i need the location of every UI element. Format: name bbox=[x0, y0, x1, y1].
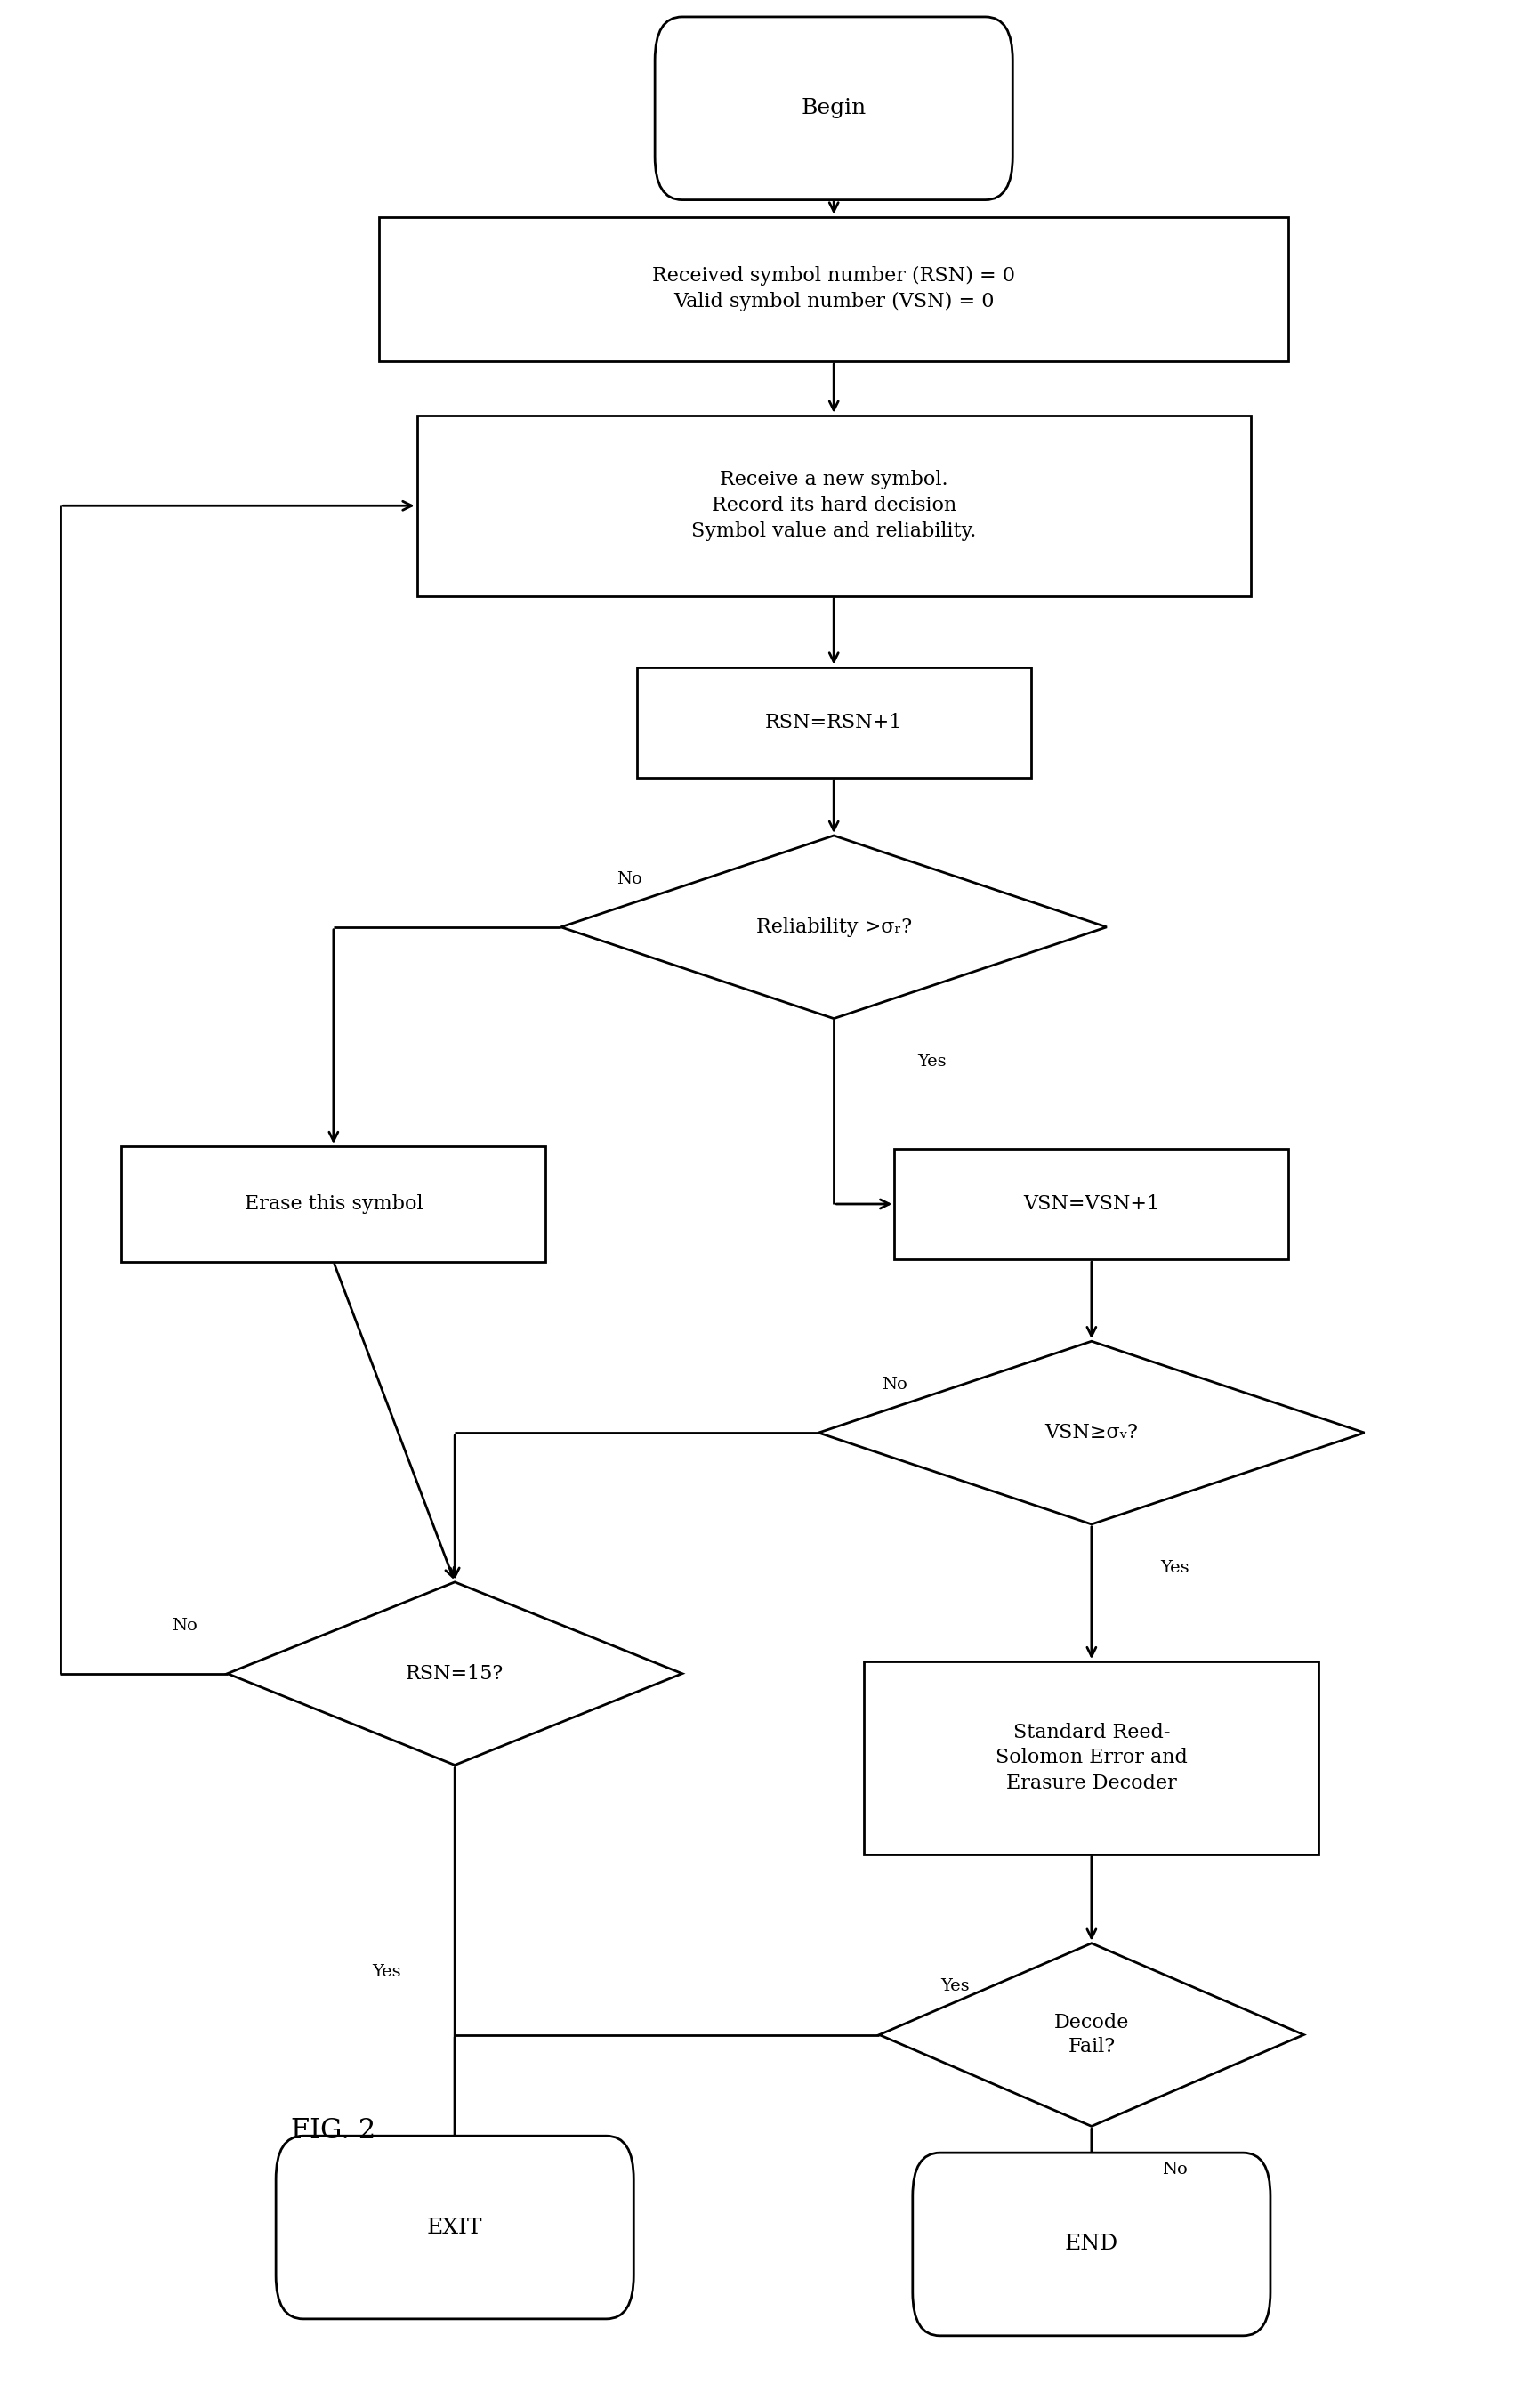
Text: VSN≥σᵥ?: VSN≥σᵥ? bbox=[1045, 1423, 1139, 1442]
Text: Yes: Yes bbox=[917, 1055, 948, 1069]
Text: Erase this symbol: Erase this symbol bbox=[244, 1194, 423, 1214]
Text: Standard Reed-
Solomon Error and
Erasure Decoder: Standard Reed- Solomon Error and Erasure… bbox=[996, 1722, 1187, 1794]
Text: No: No bbox=[617, 872, 641, 886]
FancyBboxPatch shape bbox=[276, 2136, 634, 2319]
Text: Reliability >σᵣ?: Reliability >σᵣ? bbox=[756, 917, 911, 937]
FancyBboxPatch shape bbox=[913, 2153, 1270, 2336]
FancyBboxPatch shape bbox=[655, 17, 1013, 200]
Text: No: No bbox=[1163, 2162, 1187, 2177]
Text: Yes: Yes bbox=[940, 1979, 970, 1994]
Text: RSN=15?: RSN=15? bbox=[406, 1664, 503, 1683]
Text: Receive a new symbol.
Record its hard decision
Symbol value and reliability.: Receive a new symbol. Record its hard de… bbox=[691, 470, 976, 542]
Polygon shape bbox=[227, 1582, 682, 1765]
Text: Begin: Begin bbox=[802, 99, 866, 118]
Text: Yes: Yes bbox=[371, 1965, 402, 1979]
Polygon shape bbox=[819, 1341, 1364, 1524]
Bar bbox=[864, 1662, 1319, 1854]
Polygon shape bbox=[561, 836, 1107, 1019]
Bar bbox=[417, 414, 1251, 595]
Bar bbox=[894, 1149, 1289, 1259]
Polygon shape bbox=[879, 1943, 1304, 2126]
Text: Decode
Fail?: Decode Fail? bbox=[1054, 2013, 1129, 2056]
Text: EXIT: EXIT bbox=[428, 2218, 482, 2237]
Text: RSN=RSN+1: RSN=RSN+1 bbox=[766, 713, 902, 732]
Text: FIG. 2: FIG. 2 bbox=[291, 2117, 376, 2146]
Text: Yes: Yes bbox=[1160, 1560, 1190, 1575]
Text: END: END bbox=[1064, 2235, 1119, 2254]
Text: Received symbol number (RSN) = 0
Valid symbol number (VSN) = 0: Received symbol number (RSN) = 0 Valid s… bbox=[652, 267, 1016, 311]
Text: VSN=VSN+1: VSN=VSN+1 bbox=[1023, 1194, 1160, 1214]
Bar bbox=[121, 1146, 546, 1262]
Text: No: No bbox=[173, 1618, 197, 1633]
Bar bbox=[637, 667, 1031, 778]
Text: No: No bbox=[882, 1377, 907, 1392]
Bar bbox=[379, 217, 1289, 361]
